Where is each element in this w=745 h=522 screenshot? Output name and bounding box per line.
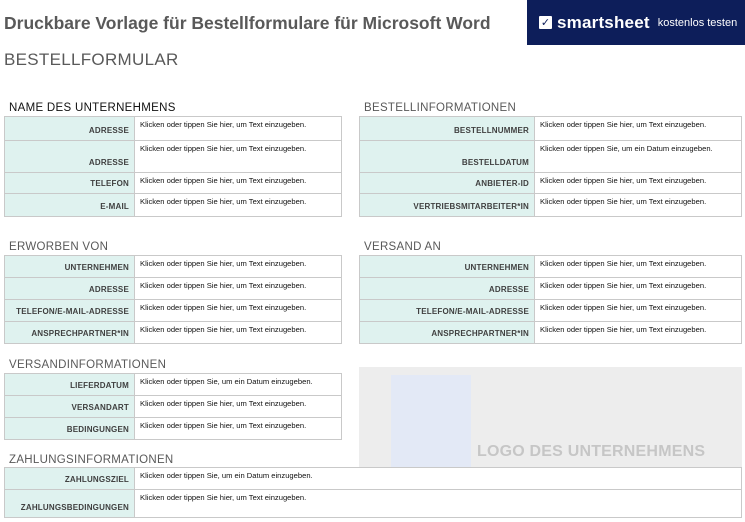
field-label: TELEFON/E-MAIL-ADRESSE	[4, 299, 135, 322]
banner-cta[interactable]: kostenlos testen	[657, 16, 738, 29]
text-field[interactable]: Klicken oder tippen Sie hier, um Text ei…	[534, 321, 742, 344]
company-logo-area[interactable]: LOGO DES UNTERNEHMENS	[359, 367, 742, 470]
table-row: LIEFERDATUM Klicken oder tippen Sie, um …	[4, 373, 342, 396]
field-label: ANSPRECHPARTNER*IN	[359, 321, 535, 344]
table-row: TELEFON/E-MAIL-ADRESSE Klicken oder tipp…	[359, 299, 742, 322]
shipping-info-table: LIEFERDATUM Klicken oder tippen Sie, um …	[4, 373, 342, 440]
order-info-table: BESTELLNUMMER Klicken oder tippen Sie hi…	[359, 116, 742, 217]
field-label: BEDINGUNGEN	[4, 417, 135, 440]
table-row: BESTELLDATUM Klicken oder tippen Sie, um…	[359, 140, 742, 173]
text-field[interactable]: Klicken oder tippen Sie hier, um Text ei…	[534, 277, 742, 300]
form-title: BESTELLFORMULAR	[4, 50, 179, 69]
text-field[interactable]: Klicken oder tippen Sie hier, um Text ei…	[134, 489, 742, 518]
ship-to-table: UNTERNEHMEN Klicken oder tippen Sie hier…	[359, 255, 742, 344]
logo-placeholder-text: LOGO DES UNTERNEHMENS	[477, 443, 706, 460]
field-label: BESTELLDATUM	[359, 140, 535, 173]
field-label: VERSANDART	[4, 395, 135, 418]
field-label: BESTELLNUMMER	[359, 116, 535, 141]
date-field[interactable]: Klicken oder tippen Sie, um ein Datum ei…	[134, 467, 742, 490]
date-field[interactable]: Klicken oder tippen Sie, um ein Datum ei…	[534, 140, 742, 173]
table-row: TELEFON Klicken oder tippen Sie hier, um…	[4, 172, 342, 194]
text-field[interactable]: Klicken oder tippen Sie hier, um Text ei…	[134, 172, 342, 194]
table-row: BEDINGUNGEN Klicken oder tippen Sie hier…	[4, 417, 342, 440]
field-label: ZAHLUNGSZIEL	[4, 467, 135, 490]
field-label: ADRESSE	[4, 116, 135, 141]
document-title: Druckbare Vorlage für Bestellformulare f…	[4, 13, 491, 33]
text-field[interactable]: Klicken oder tippen Sie hier, um Text ei…	[134, 277, 342, 300]
text-field[interactable]: Klicken oder tippen Sie hier, um Text ei…	[534, 299, 742, 322]
banner-brand: smartsheet	[557, 12, 650, 32]
purchased-from-table: UNTERNEHMEN Klicken oder tippen Sie hier…	[4, 255, 342, 344]
text-field[interactable]: Klicken oder tippen Sie hier, um Text ei…	[134, 193, 342, 217]
text-field[interactable]: Klicken oder tippen Sie hier, um Text ei…	[134, 140, 342, 173]
table-row: UNTERNEHMEN Klicken oder tippen Sie hier…	[359, 255, 742, 278]
date-field[interactable]: Klicken oder tippen Sie, um ein Datum ei…	[134, 373, 342, 396]
field-label: TELEFON/E-MAIL-ADRESSE	[359, 299, 535, 322]
text-field[interactable]: Klicken oder tippen Sie hier, um Text ei…	[134, 255, 342, 278]
table-row: ADRESSE Klicken oder tippen Sie hier, um…	[4, 277, 342, 300]
text-field[interactable]: Klicken oder tippen Sie hier, um Text ei…	[534, 172, 742, 194]
table-row: ANBIETER-ID Klicken oder tippen Sie hier…	[359, 172, 742, 194]
text-field[interactable]: Klicken oder tippen Sie hier, um Text ei…	[134, 417, 342, 440]
smartsheet-banner[interactable]: ✓ smartsheet kostenlos testen	[527, 0, 745, 45]
text-field[interactable]: Klicken oder tippen Sie hier, um Text ei…	[534, 193, 742, 217]
text-field[interactable]: Klicken oder tippen Sie hier, um Text ei…	[134, 116, 342, 141]
table-row: VERTRIEBSMITARBEITER*IN Klicken oder tip…	[359, 193, 742, 217]
payment-info-table: ZAHLUNGSZIEL Klicken oder tippen Sie, um…	[4, 467, 742, 518]
logo-image-placeholder[interactable]	[391, 375, 471, 470]
field-label: ADRESSE	[4, 277, 135, 300]
text-field[interactable]: Klicken oder tippen Sie hier, um Text ei…	[134, 321, 342, 344]
table-row: TELEFON/E-MAIL-ADRESSE Klicken oder tipp…	[4, 299, 342, 322]
table-row: E-MAIL Klicken oder tippen Sie hier, um …	[4, 193, 342, 217]
table-row: ADRESSE Klicken oder tippen Sie hier, um…	[4, 116, 342, 141]
table-row: ADRESSE Klicken oder tippen Sie hier, um…	[4, 140, 342, 173]
payment-info-heading: ZAHLUNGSINFORMATIONEN	[9, 454, 174, 466]
field-label: VERTRIEBSMITARBEITER*IN	[359, 193, 535, 217]
field-label: UNTERNEHMEN	[359, 255, 535, 278]
table-row: UNTERNEHMEN Klicken oder tippen Sie hier…	[4, 255, 342, 278]
smartsheet-check-icon: ✓	[539, 16, 552, 29]
field-label: ANBIETER-ID	[359, 172, 535, 194]
text-field[interactable]: Klicken oder tippen Sie hier, um Text ei…	[134, 395, 342, 418]
field-label: ADRESSE	[359, 277, 535, 300]
text-field[interactable]: Klicken oder tippen Sie hier, um Text ei…	[534, 116, 742, 141]
table-row: ANSPRECHPARTNER*IN Klicken oder tippen S…	[4, 321, 342, 344]
field-label: TELEFON	[4, 172, 135, 194]
field-label: ADRESSE	[4, 140, 135, 173]
field-label: E-MAIL	[4, 193, 135, 217]
text-field[interactable]: Klicken oder tippen Sie hier, um Text ei…	[534, 255, 742, 278]
field-label: ANSPRECHPARTNER*IN	[4, 321, 135, 344]
ship-to-heading: VERSAND AN	[364, 241, 442, 253]
table-row: ADRESSE Klicken oder tippen Sie hier, um…	[359, 277, 742, 300]
table-row: VERSANDART Klicken oder tippen Sie hier,…	[4, 395, 342, 418]
table-row: ANSPRECHPARTNER*IN Klicken oder tippen S…	[359, 321, 742, 344]
table-row: ZAHLUNGSBEDINGUNGEN Klicken oder tippen …	[4, 489, 742, 518]
table-row: BESTELLNUMMER Klicken oder tippen Sie hi…	[359, 116, 742, 141]
company-table: ADRESSE Klicken oder tippen Sie hier, um…	[4, 116, 342, 217]
field-label: LIEFERDATUM	[4, 373, 135, 396]
order-info-heading: BESTELLINFORMATIONEN	[364, 102, 517, 114]
shipping-info-heading: VERSANDINFORMATIONEN	[9, 359, 167, 371]
field-label: UNTERNEHMEN	[4, 255, 135, 278]
field-label: ZAHLUNGSBEDINGUNGEN	[4, 489, 135, 518]
table-row: ZAHLUNGSZIEL Klicken oder tippen Sie, um…	[4, 467, 742, 490]
text-field[interactable]: Klicken oder tippen Sie hier, um Text ei…	[134, 299, 342, 322]
purchased-from-heading: ERWORBEN VON	[9, 241, 109, 253]
company-heading: NAME DES UNTERNEHMENS	[9, 102, 176, 114]
